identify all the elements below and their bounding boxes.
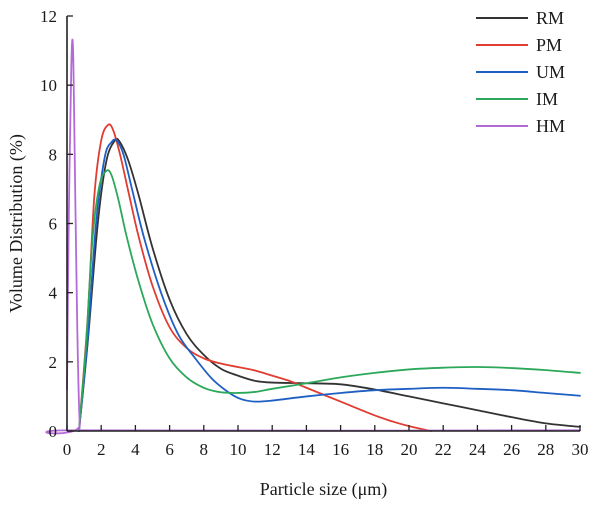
x-tick-label: 18 (366, 440, 383, 459)
x-tick-label: 6 (165, 440, 174, 459)
x-tick-label: 28 (537, 440, 554, 459)
x-tick-label: 22 (435, 440, 452, 459)
y-tick-label: 10 (40, 76, 57, 95)
plot-lines (45, 38, 581, 435)
legend-label-rm: RM (536, 8, 564, 28)
y-tick-label: 2 (49, 353, 58, 372)
x-tick-label: 8 (200, 440, 209, 459)
y-tick-label: 6 (49, 215, 58, 234)
legend-label-pm: PM (536, 35, 562, 55)
legend-label-um: UM (536, 62, 565, 82)
legend-label-im: IM (536, 89, 558, 109)
x-ticks: 0 2 4 6 8 10 12 14 16 18 20 22 24 26 28 30 (63, 425, 589, 459)
y-ticks: 0 2 4 6 8 10 12 (40, 7, 73, 441)
series-line-um (78, 138, 581, 432)
x-tick-label: 24 (469, 440, 487, 459)
legend-label-hm: HM (536, 116, 565, 136)
x-tick-label: 12 (264, 440, 281, 459)
x-tick-label: 2 (97, 440, 106, 459)
y-tick-label: 0 (49, 422, 58, 441)
x-tick-label: 30 (572, 440, 589, 459)
x-tick-label: 10 (230, 440, 247, 459)
x-axis-title: Particle size (μm) (260, 479, 388, 500)
x-tick-label: 0 (63, 440, 72, 459)
y-axis-title: Volume Distribution (%) (6, 134, 27, 313)
y-tick-label: 12 (40, 7, 57, 26)
x-tick-label: 4 (131, 440, 140, 459)
y-tick-label: 4 (49, 284, 58, 303)
series-line-rm (78, 137, 581, 432)
x-tick-label: 20 (401, 440, 418, 459)
legend: RM PM UM IM HM (476, 8, 565, 136)
series-line-pm (78, 123, 433, 432)
y-tick-label: 8 (49, 145, 58, 164)
x-tick-label: 26 (503, 440, 520, 459)
series-line-im (78, 169, 581, 432)
x-tick-label: 16 (332, 440, 349, 459)
x-tick-label: 14 (298, 440, 316, 459)
